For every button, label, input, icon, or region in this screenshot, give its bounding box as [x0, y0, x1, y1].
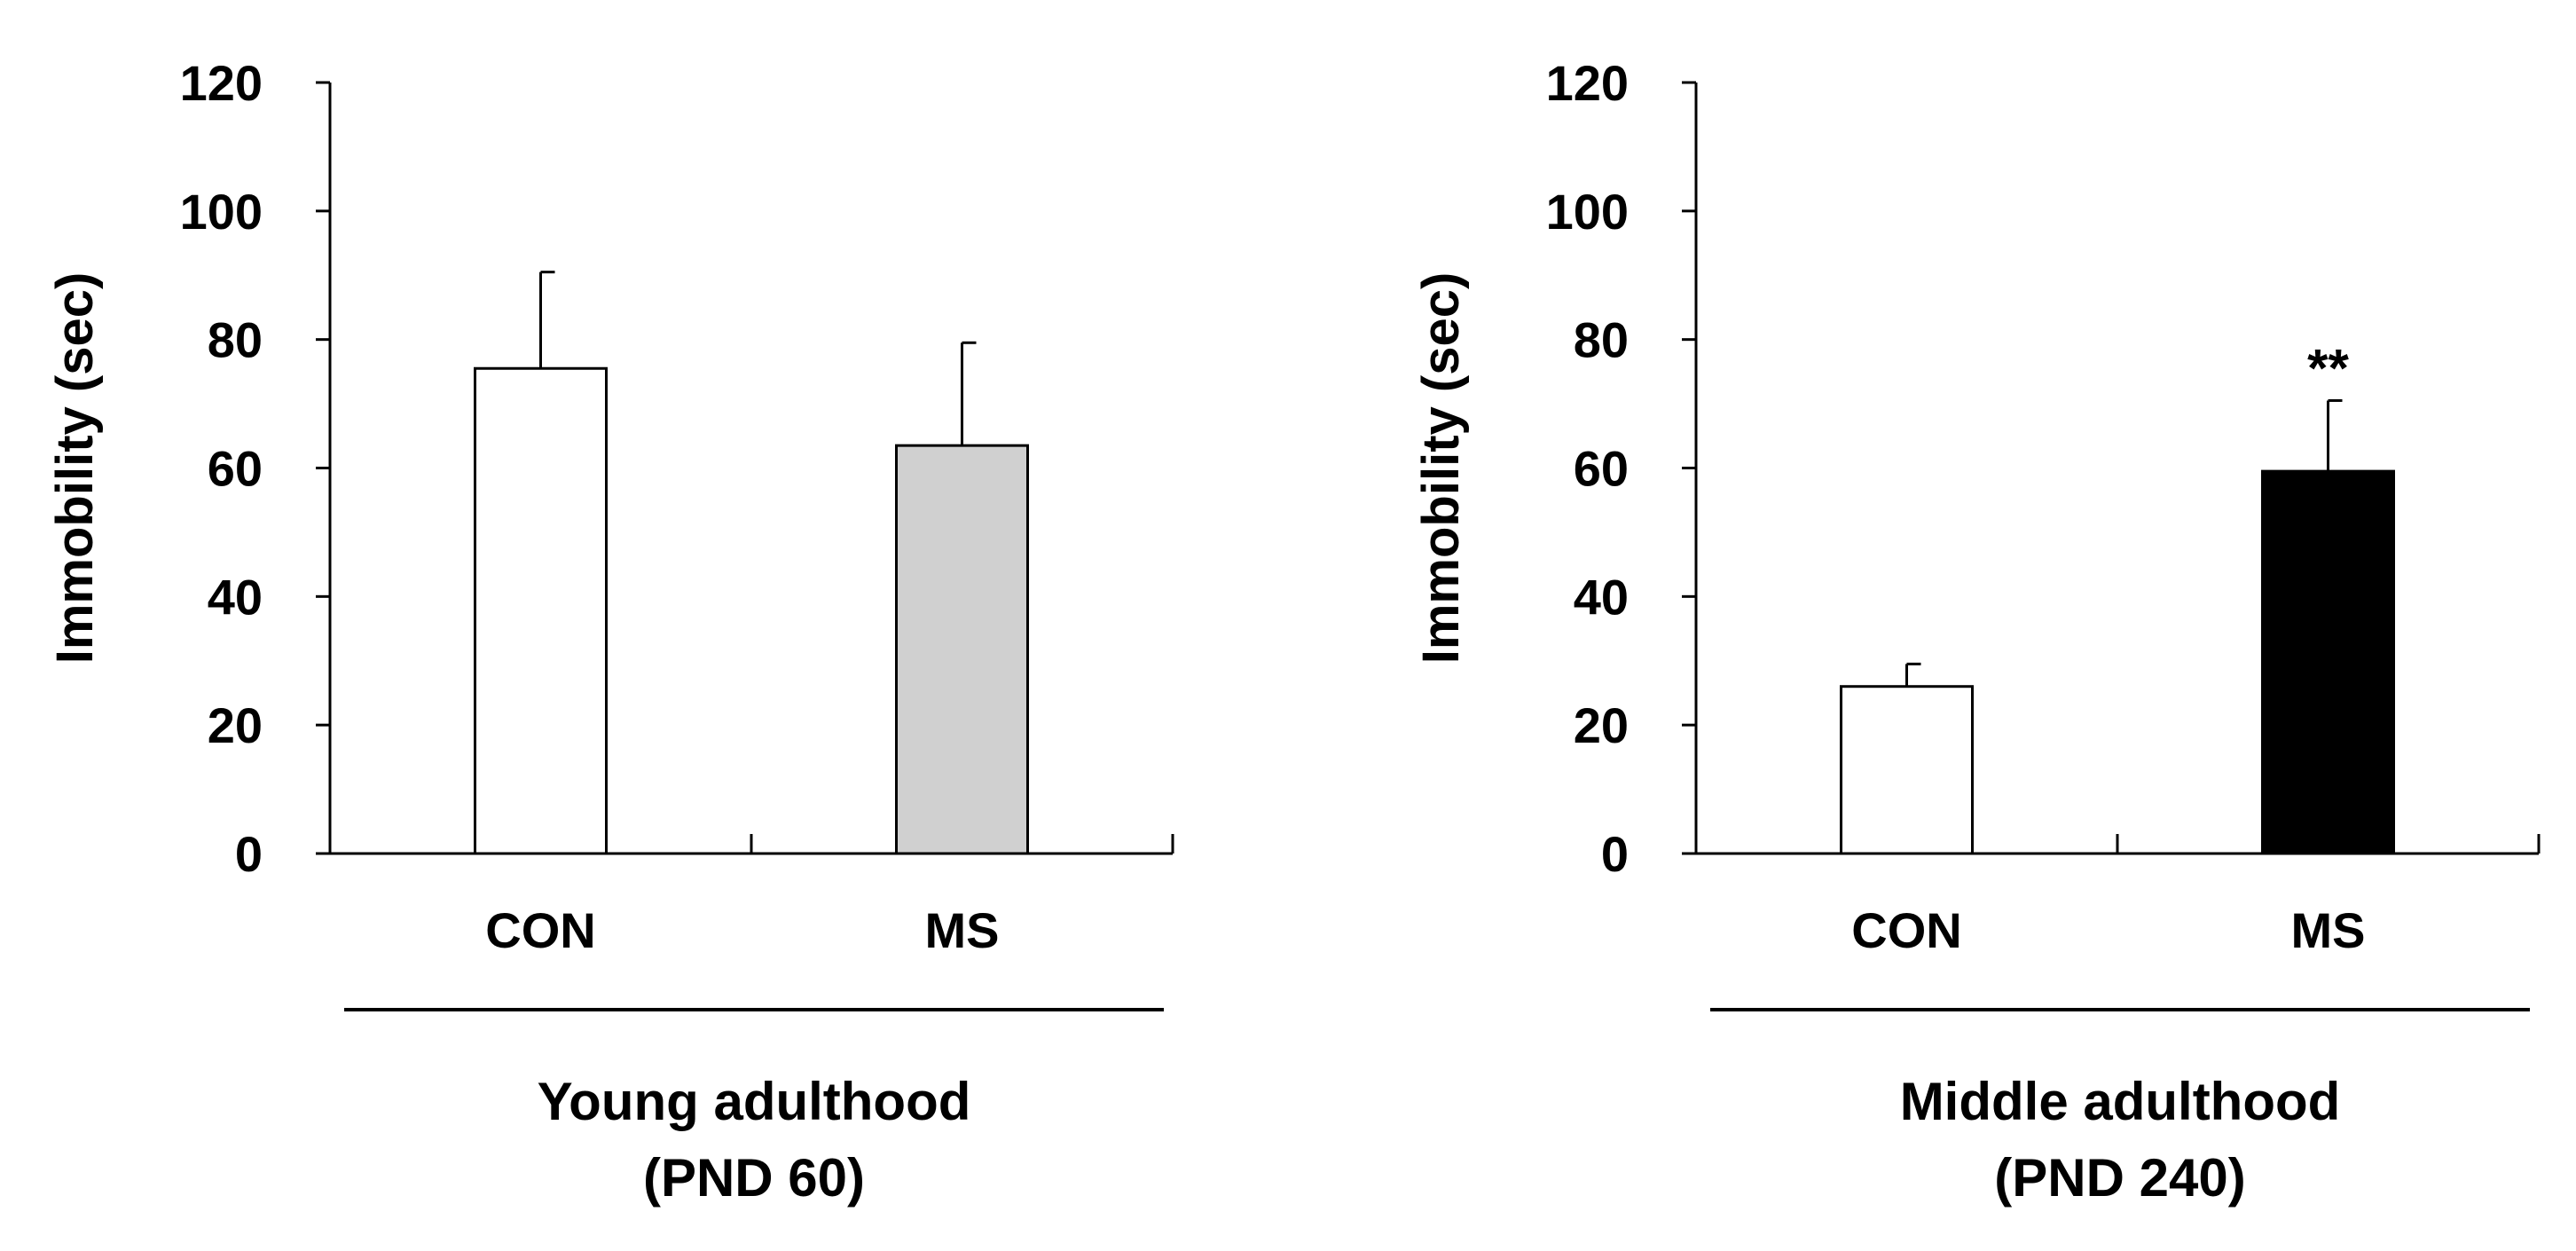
y-tick-label: 100 — [1546, 184, 1629, 240]
x-tick-label: CON — [1851, 902, 1961, 958]
bar-ms — [895, 444, 1029, 855]
y-axis-label: Immobility (sec) — [1412, 272, 1470, 665]
x-tick-label: MS — [2291, 902, 2366, 958]
chart-panel-1: 0 20 40 60 80 100 120 Immobility (sec) CON MS Youn… — [46, 55, 1174, 1208]
y-tick-label: 60 — [1574, 441, 1629, 497]
y-tick-label: 80 — [208, 312, 263, 368]
significance-marker: ** — [2307, 338, 2349, 397]
y-tick-label: 0 — [1601, 826, 1629, 882]
y-tick-label: 40 — [208, 569, 263, 625]
y-axis-label: Immobility (sec) — [46, 272, 104, 665]
group-sublabel: (PND 60) — [643, 1148, 865, 1208]
x-tick-label: MS — [925, 902, 1000, 958]
y-tick-label: 80 — [1574, 312, 1629, 368]
y-tick-label: 20 — [1574, 697, 1629, 753]
y-tick-label: 0 — [235, 826, 263, 882]
bar-ms — [2261, 469, 2395, 855]
y-tick-label: 120 — [1546, 55, 1629, 111]
y-tick-label: 20 — [208, 697, 263, 753]
x-tick-label: CON — [485, 902, 595, 958]
y-tick-label: 60 — [208, 441, 263, 497]
group-label: Middle adulthood — [1900, 1072, 2341, 1131]
y-tick-label: 40 — [1574, 569, 1629, 625]
group-sublabel: (PND 240) — [1994, 1148, 2245, 1208]
bar-con — [474, 366, 608, 855]
group-label: Young adulthood — [538, 1072, 971, 1131]
chart-panel-2: 0 20 40 60 80 100 120 Immobility (sec) CON MS ** Mi… — [1412, 55, 2541, 1208]
bar-con — [1840, 685, 1974, 855]
y-tick-label: 100 — [180, 184, 263, 240]
y-tick-label: 120 — [180, 55, 263, 111]
